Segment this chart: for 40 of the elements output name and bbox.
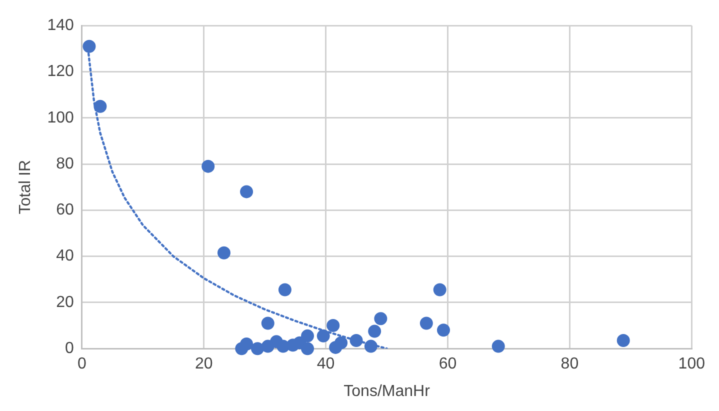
- point: [433, 283, 446, 296]
- point: [316, 329, 330, 342]
- point: [301, 342, 314, 356]
- y-axis-title: Total IR: [17, 160, 34, 214]
- point: [374, 312, 388, 326]
- y-tick-label: 60: [56, 202, 74, 219]
- point: [326, 319, 340, 332]
- x-tick-label: 0: [77, 356, 86, 373]
- point: [616, 334, 630, 348]
- point: [334, 336, 348, 350]
- point: [420, 316, 433, 330]
- point: [436, 324, 450, 337]
- point: [94, 100, 107, 113]
- point: [278, 283, 292, 296]
- x-tick-label: 100: [678, 356, 706, 373]
- x-tick-label: 60: [438, 356, 457, 373]
- x-tick-label: 80: [560, 356, 579, 373]
- point: [261, 340, 274, 353]
- x-tick-label: 40: [316, 356, 335, 373]
- point: [251, 342, 264, 356]
- y-tick-label: 140: [47, 17, 74, 34]
- point: [240, 185, 254, 198]
- point: [301, 329, 314, 342]
- y-tick-label: 0: [64, 340, 74, 358]
- x-axis-title: Tons/ManHr: [344, 382, 431, 400]
- y-tick-label: 120: [47, 63, 74, 80]
- point: [217, 246, 230, 260]
- y-tick-label: 80: [56, 155, 74, 172]
- point: [240, 337, 254, 350]
- y-tick-label: 100: [47, 109, 74, 126]
- point: [350, 334, 363, 348]
- point: [364, 340, 378, 353]
- point: [82, 40, 96, 53]
- point: [261, 316, 274, 330]
- point: [202, 160, 215, 173]
- point: [492, 340, 505, 353]
- x-tick-label: 20: [194, 356, 213, 373]
- y-tick-label: 40: [56, 248, 74, 265]
- y-tick-label: 20: [56, 294, 74, 311]
- point: [368, 324, 382, 338]
